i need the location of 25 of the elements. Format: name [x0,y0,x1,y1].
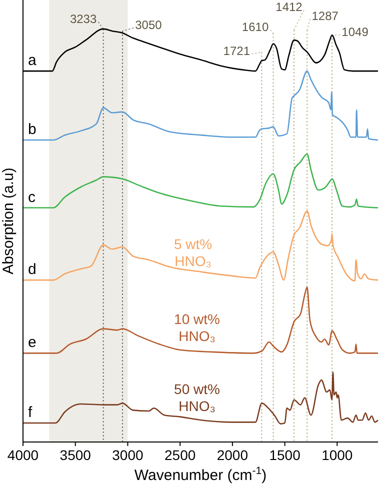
x-tick-label: 2000 [216,447,248,463]
series-label: b [28,121,36,138]
ref-line-label: 1412 [276,0,303,14]
series-label: c [28,188,36,206]
ref-line-label: 1610 [242,20,269,34]
y-axis-title: Absorption (a.u) [0,168,17,274]
series-label: e [28,334,36,352]
x-tick-label: 4000 [7,447,39,463]
ref-line-label: 1049 [342,25,369,40]
series-label: f [28,404,33,421]
x-tick-label: 1000 [322,447,353,463]
ref-line-label: 1721 [223,44,250,58]
annotation: 10 wt% HNO₃ [174,310,220,344]
ref-line-label: 3233 [70,12,97,26]
annotation: 5 wt% HNO₃ [174,236,212,269]
x-tick-label: 2500 [164,447,196,463]
series-label: a [28,52,37,70]
legend-label: 1287 [312,9,339,24]
ref-line-label: 3050 [135,18,162,32]
annotation: 50 wt% HNO₃ [174,380,220,414]
x-tick-label: 3500 [60,447,92,463]
x-tick-label: 1500 [269,447,301,463]
x-tick-label: 3000 [112,447,144,463]
series-label: d [28,261,36,278]
x-axis-title: Wavenumber (cm$^{-1}$) [134,465,267,484]
